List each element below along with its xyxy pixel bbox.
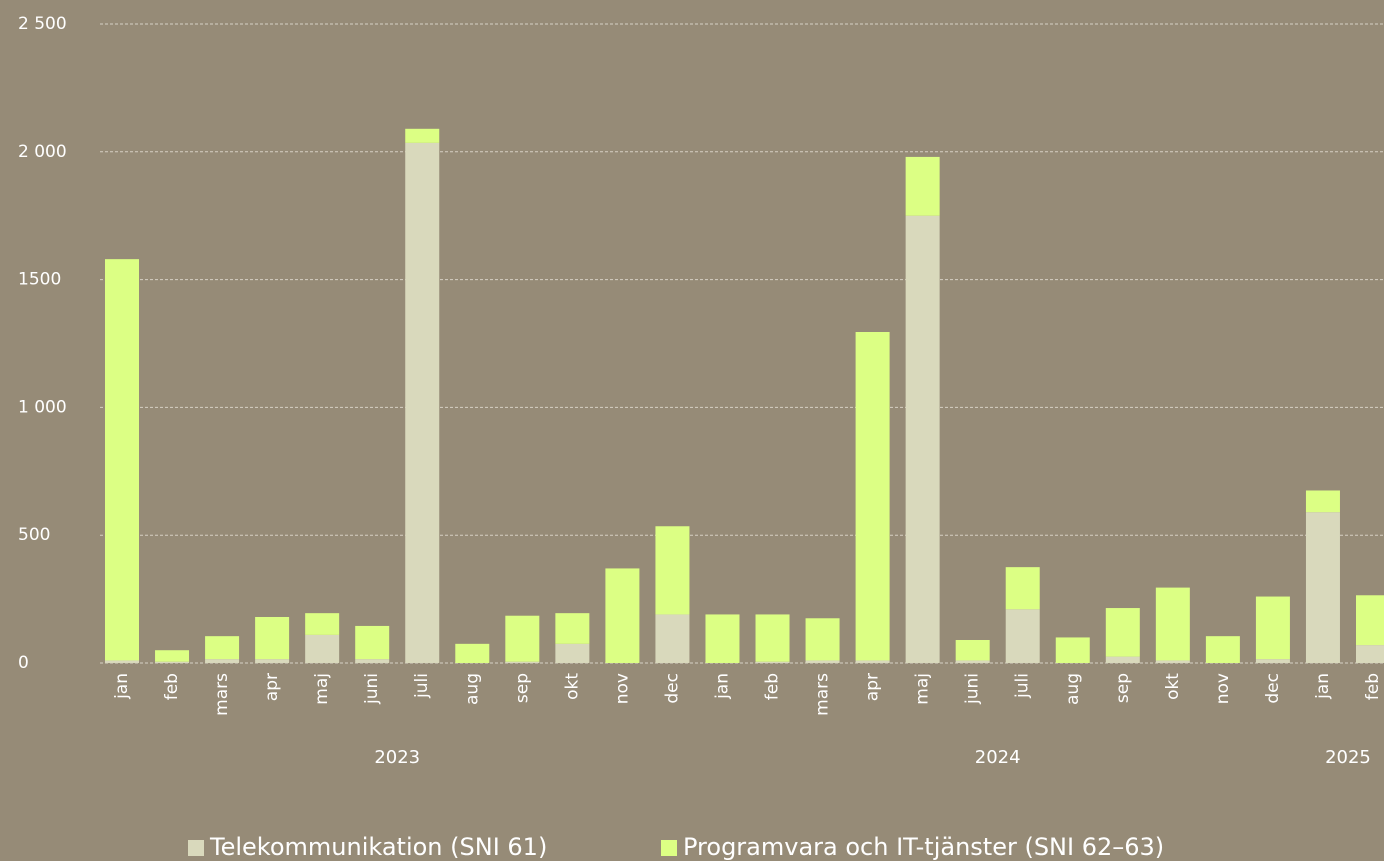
y-tick-label: 1 000 — [18, 397, 67, 417]
bar-segment — [1305, 490, 1340, 513]
x-tick-label: feb — [162, 673, 182, 700]
x-tick-label: sep — [512, 673, 532, 703]
x-tick-label: nov — [1213, 673, 1233, 704]
x-tick-label: feb — [763, 673, 783, 700]
bar-segment — [555, 613, 590, 644]
bar-segment — [1005, 567, 1040, 610]
bar-segment — [655, 614, 690, 663]
bar-segment — [555, 643, 590, 663]
bar-segment — [255, 659, 290, 663]
y-tick-label: 1500 — [18, 270, 61, 290]
x-tick-label: dec — [662, 673, 682, 704]
bar-segment — [605, 568, 640, 663]
x-tick-label: feb — [1363, 673, 1383, 700]
bar-segment — [1305, 512, 1340, 663]
bar-segment — [1155, 660, 1190, 663]
y-tick-label: 2 000 — [18, 142, 67, 162]
bar-segment — [955, 660, 990, 663]
x-tick-label: mars — [212, 673, 232, 716]
bar-segment — [1255, 659, 1290, 663]
bar-segment — [255, 616, 290, 660]
x-tick-label: sep — [1113, 673, 1133, 703]
legend-swatch — [661, 840, 677, 856]
bar-segment — [105, 660, 139, 663]
x-tick-label: juli — [1013, 673, 1033, 699]
bar-segment — [1155, 587, 1190, 661]
legend-swatch — [188, 840, 204, 856]
bar-segment — [1356, 595, 1384, 646]
bar-segment — [455, 643, 490, 663]
bar-segment — [905, 215, 940, 663]
bar-segment — [105, 259, 139, 661]
bar-segment — [755, 661, 790, 663]
y-tick-label: 500 — [18, 525, 50, 545]
bar-segment — [1105, 608, 1140, 657]
year-label: 2024 — [975, 747, 1021, 768]
bar-segment — [1356, 645, 1384, 663]
bar-segment — [755, 614, 790, 662]
bar-segment — [705, 614, 740, 663]
x-tick-label: apr — [262, 673, 282, 701]
x-tick-label: aug — [1063, 673, 1083, 705]
x-tick-label: juli — [412, 673, 432, 699]
bar-segment — [505, 615, 540, 662]
x-tick-label: maj — [913, 673, 933, 705]
bar-segment — [205, 659, 240, 663]
x-tick-label: dec — [1263, 673, 1283, 704]
bar-segment — [1205, 636, 1240, 663]
year-label: 2025 — [1325, 747, 1371, 768]
bar-segment — [205, 636, 240, 660]
bar-segment — [155, 650, 190, 662]
bar-segment — [855, 331, 890, 661]
bar-segment — [405, 128, 440, 143]
y-tick-label: 0 — [18, 653, 29, 673]
x-tick-label: aug — [462, 673, 482, 705]
x-tick-label: jan — [1313, 673, 1333, 700]
y-tick-label: 2 500 — [18, 14, 67, 34]
legend-label: Telekommunikation (SNI 61) — [209, 833, 547, 861]
bar-segment — [505, 661, 540, 663]
x-tick-label: jan — [112, 673, 132, 700]
bar-segment — [405, 142, 440, 663]
bar-segment — [955, 639, 990, 661]
bar-segment — [155, 661, 190, 663]
bar-segment — [805, 660, 840, 663]
x-tick-label: juni — [362, 673, 382, 705]
bar-segment — [355, 659, 390, 663]
x-tick-label: juni — [963, 673, 983, 705]
bar-segment — [1005, 609, 1040, 663]
x-tick-label: okt — [1163, 673, 1183, 700]
legend-label: Programvara och IT-tjänster (SNI 62–63) — [683, 833, 1164, 861]
x-tick-label: apr — [863, 673, 883, 701]
bar-segment — [1055, 637, 1090, 663]
x-tick-label: nov — [612, 673, 632, 704]
x-tick-label: okt — [562, 673, 582, 700]
bar-segment — [305, 613, 340, 635]
x-tick-label: jan — [712, 673, 732, 700]
x-tick-label: maj — [312, 673, 332, 705]
bar-segment — [355, 625, 390, 660]
bar-segment — [655, 526, 690, 615]
year-label: 2023 — [374, 747, 420, 768]
bar-segment — [305, 634, 340, 663]
x-tick-label: mars — [813, 673, 833, 716]
bar-segment — [855, 660, 890, 663]
bar-segment — [805, 618, 840, 661]
bar-segment — [1255, 596, 1290, 660]
bar-segment — [905, 156, 940, 216]
bar-segment — [1105, 656, 1140, 663]
